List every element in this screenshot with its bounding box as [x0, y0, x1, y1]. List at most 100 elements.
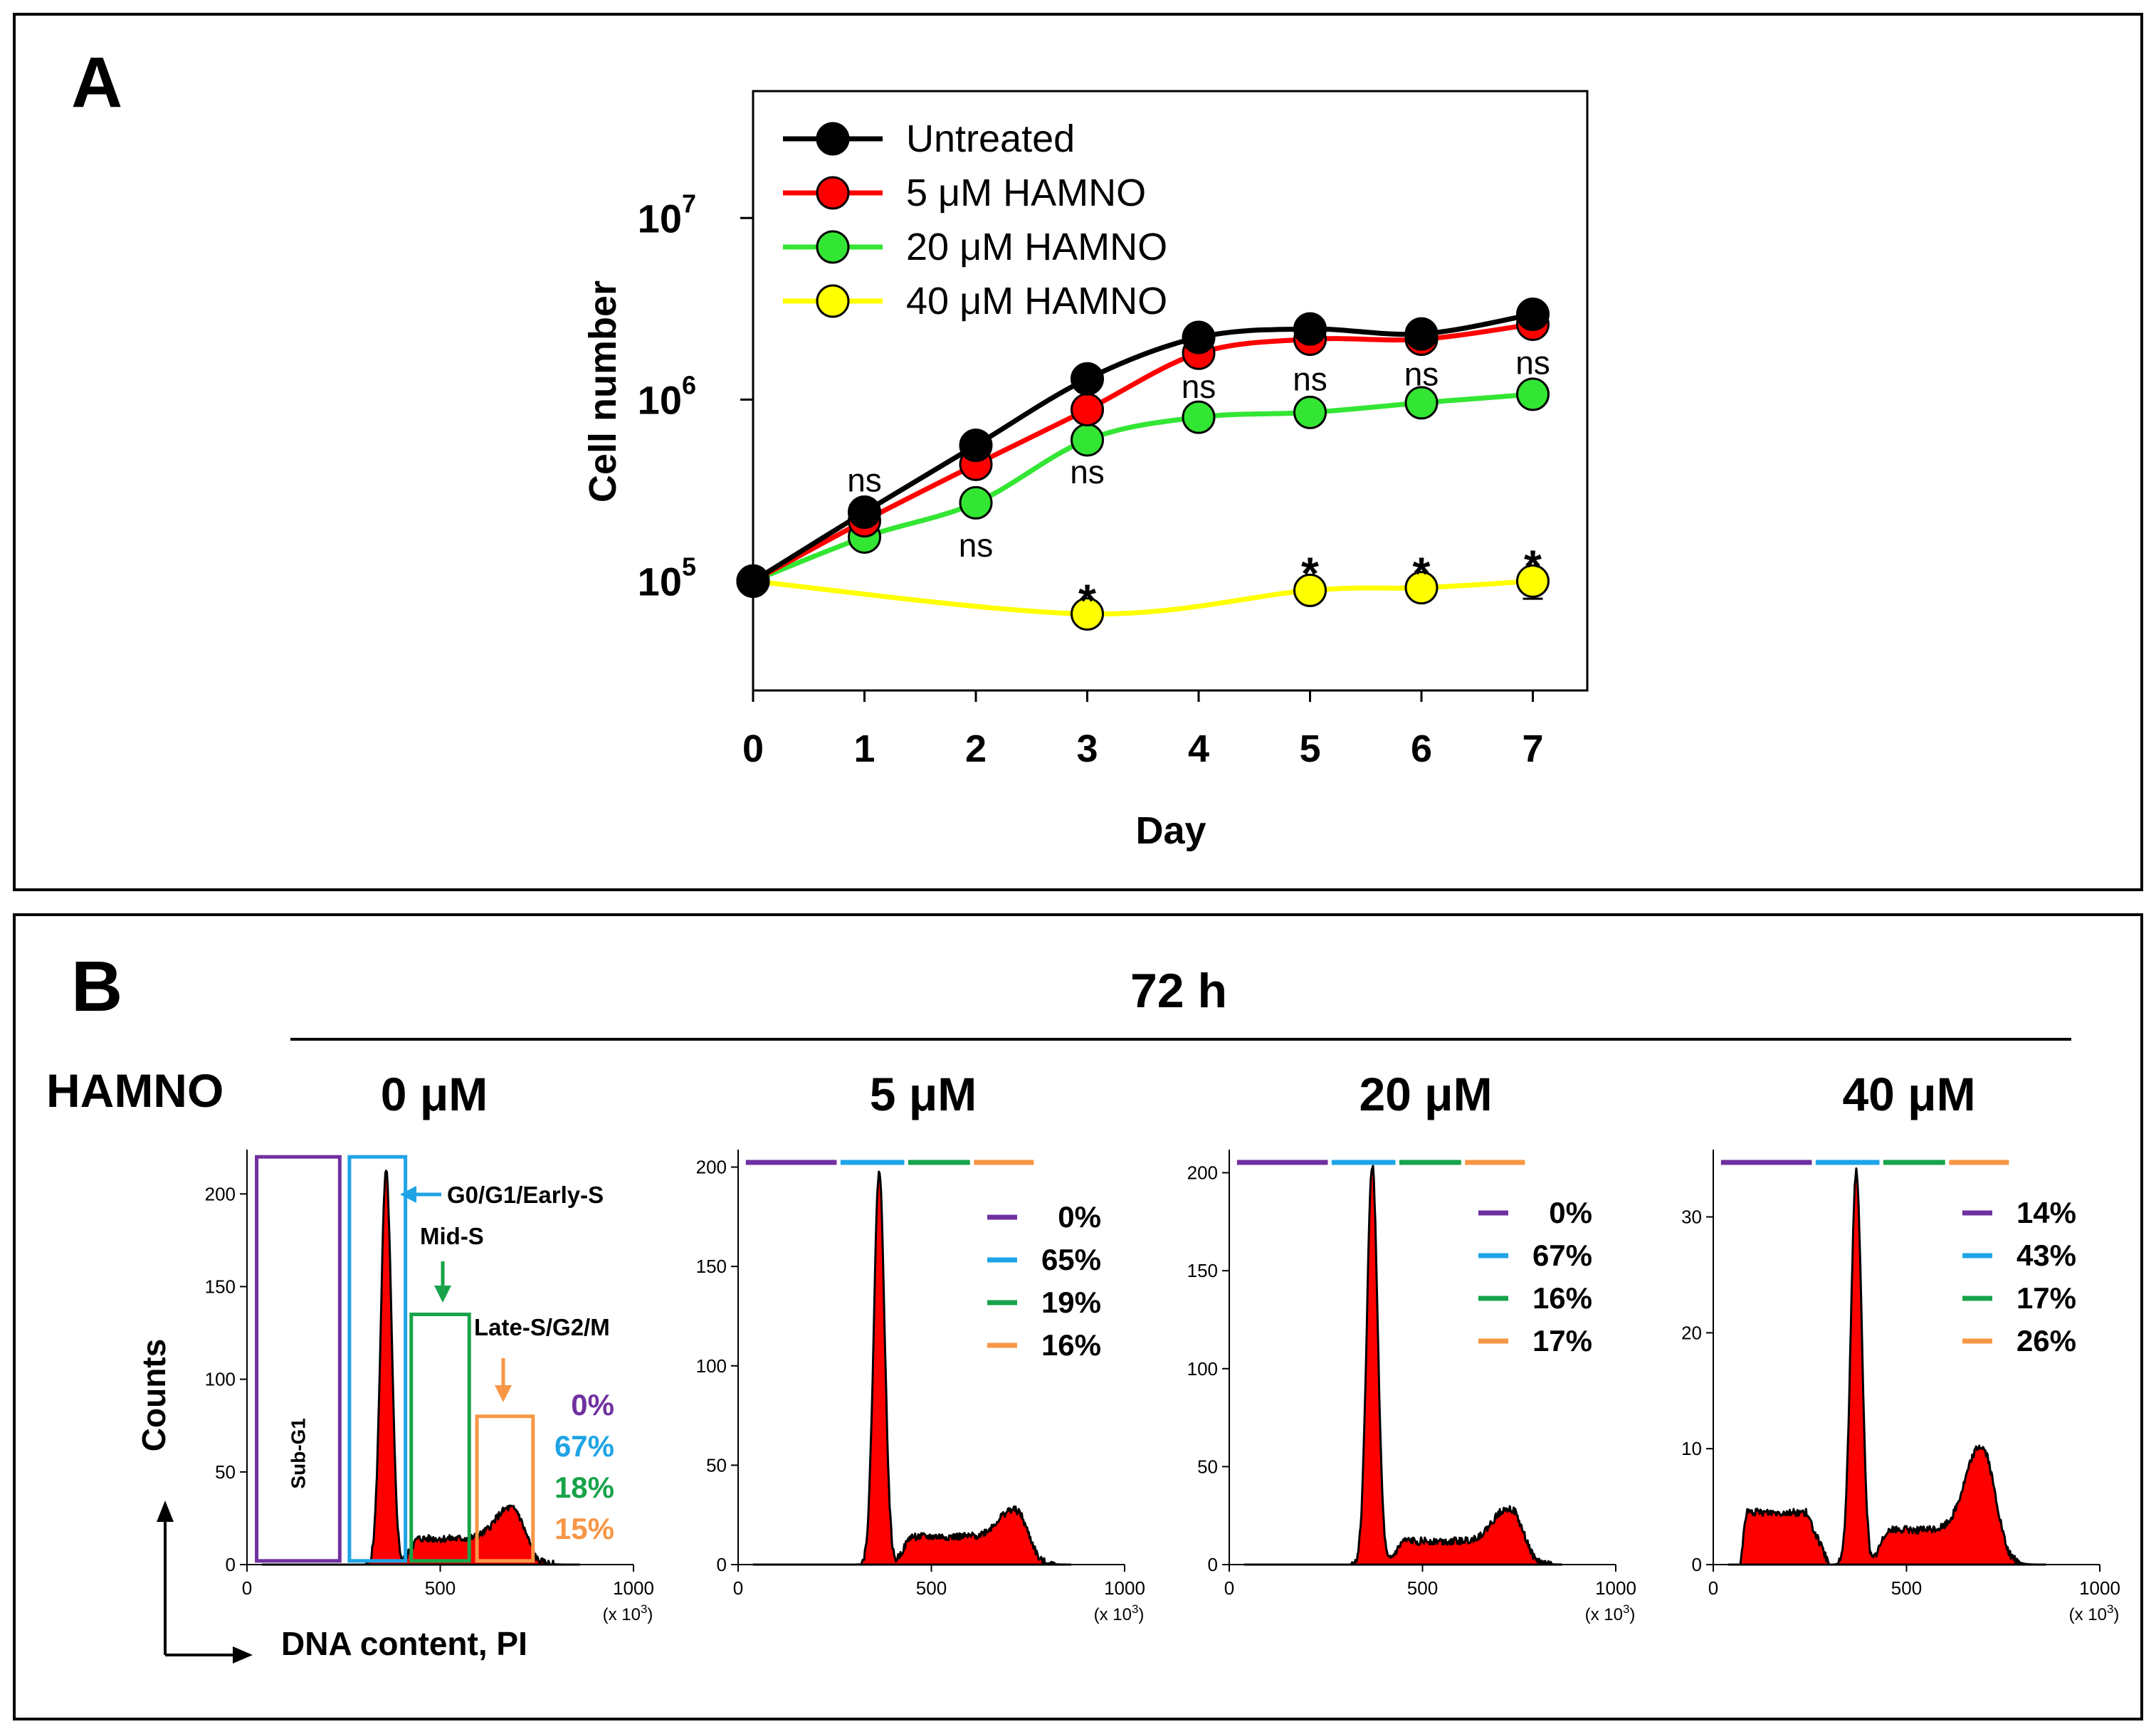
y-tick-label: 100 — [696, 1355, 727, 1377]
late-s-gate — [475, 1414, 535, 1563]
y-axis-label: Cell number — [582, 280, 624, 503]
x-tick-label: 2 — [965, 727, 987, 770]
x-axis-label: Day — [1135, 809, 1206, 852]
y-tick-label: 10 — [1681, 1438, 1702, 1459]
mid-s-label: Mid-S — [420, 1223, 484, 1249]
y-tick-exp: 5 — [682, 552, 696, 581]
data-point — [1071, 362, 1104, 396]
phase-percentage: 17% — [1532, 1324, 1592, 1357]
legend-marker — [816, 176, 850, 210]
y-tick-label: 200 — [205, 1183, 236, 1204]
x-tick-label: 0 — [242, 1577, 252, 1599]
y-tick-label: 50 — [706, 1454, 727, 1476]
x-multiplier: (x 103) — [603, 1602, 653, 1624]
phase-percentage: 0% — [571, 1388, 614, 1422]
histogram-title: 5 μM — [870, 1068, 977, 1120]
y-tick-label: 0 — [226, 1554, 236, 1575]
data-point — [736, 564, 770, 598]
y-tick-label: 50 — [1197, 1456, 1218, 1477]
data-point — [959, 429, 993, 463]
dna-histogram-area — [1243, 1165, 1563, 1566]
x-tick-label: 1000 — [1595, 1577, 1636, 1599]
multiplier-exp: 3 — [641, 1602, 647, 1616]
x-multiplier: (x 103) — [1585, 1602, 1636, 1624]
legend-marker — [816, 284, 850, 318]
not-significant-label: ns — [1182, 368, 1216, 405]
not-significant-label: ns — [1293, 360, 1327, 397]
histogram-2: 20 μM 0 50 100 150 200 0 500 1000 (x 103) 0% 67% 16%… — [1187, 1068, 1636, 1624]
data-point — [959, 485, 993, 520]
legend-label: 20 μM HAMNO — [906, 226, 1167, 268]
mid-s-arrow-head — [434, 1286, 451, 1303]
legend-label: 40 μM HAMNO — [906, 280, 1167, 322]
dna-histogram-area — [1728, 1167, 2047, 1566]
x-tick-label: 500 — [916, 1577, 947, 1599]
histogram-3: 40 μM 0 10 20 30 0 500 1000 (x 103) 14% 43% 17% 26% — [1681, 1068, 2120, 1624]
phase-percentage: 26% — [2016, 1324, 2076, 1357]
histogram-0: 0 μM 0 50 100 150 200 0 500 1000 (x 103) 0% 67% 18% 1… — [205, 1068, 654, 1624]
significance-star: * — [1413, 547, 1431, 599]
y-tick-label: 100 — [205, 1369, 236, 1390]
significance-star: * — [1524, 541, 1542, 592]
sub-g1-label: Sub-G1 — [288, 1418, 310, 1489]
legend-label: Untreated — [906, 117, 1075, 160]
panel-a-letter: A — [71, 43, 122, 122]
y-tick-label: 106 — [638, 370, 696, 422]
x-tick-label: 3 — [1076, 727, 1098, 770]
y-tick-label: 200 — [696, 1157, 727, 1178]
g0g1-label: G0/G1/Early-S — [447, 1182, 604, 1208]
y-tick-label: 0 — [717, 1554, 727, 1575]
x-tick-label: 0 — [742, 727, 764, 770]
x-tick-label: 500 — [425, 1577, 456, 1599]
phase-percentage: 16% — [1532, 1281, 1592, 1315]
x-tick-label: 4 — [1188, 727, 1209, 770]
panel-a-frame — [13, 13, 2143, 891]
x-tick-label: 500 — [1891, 1577, 1922, 1599]
y-tick-base: 10 — [638, 559, 682, 604]
x-tick-label: 500 — [1407, 1577, 1438, 1599]
not-significant-label: ns — [1515, 344, 1550, 381]
data-point — [1404, 317, 1439, 351]
dna-content-label: DNA content, PI — [281, 1625, 527, 1662]
y-tick-label: 150 — [696, 1256, 727, 1277]
multiplier-exp: 3 — [1623, 1602, 1629, 1616]
panel-b-frame — [13, 913, 2143, 1720]
y-tick-label: 30 — [1681, 1207, 1702, 1228]
phase-percentage: 43% — [2016, 1239, 2076, 1272]
series-points — [736, 298, 1550, 631]
significance-star: * — [1078, 575, 1096, 626]
g0g1-arrow-head — [400, 1186, 416, 1203]
not-significant-label: ns — [1070, 453, 1105, 490]
phase-percentage: 0% — [1549, 1196, 1592, 1229]
x-tick-label: 1 — [853, 727, 875, 770]
phase-percentage: 0% — [1058, 1200, 1101, 1234]
data-point — [1071, 393, 1104, 427]
late-s-arrow-head — [495, 1385, 512, 1402]
data-point — [1516, 564, 1550, 598]
axis-arrows — [157, 1501, 253, 1664]
y-tick-label: 0 — [1208, 1554, 1218, 1575]
phase-percentage: 16% — [1041, 1328, 1101, 1362]
panel-b-letter: B — [71, 947, 122, 1026]
x-tick-label: 1000 — [1104, 1577, 1145, 1599]
multiplier-base: (x 10 — [2069, 1605, 2107, 1624]
significance-annotations: ns ns ns ns ns ns ns * * * * — [847, 344, 1550, 626]
late-s-label: Late-S/G2/M — [474, 1314, 610, 1340]
x-tick-label: 1000 — [2079, 1577, 2120, 1599]
data-point — [1071, 597, 1104, 631]
data-point — [1404, 386, 1439, 420]
multiplier-close: ) — [647, 1605, 653, 1624]
counts-axis-label: Counts — [135, 1339, 172, 1451]
y-tick-base: 10 — [638, 196, 682, 241]
legend-marker — [816, 230, 850, 264]
y-tick-label: 105 — [638, 552, 696, 604]
x-tick-label: 6 — [1411, 727, 1432, 770]
data-point — [1182, 400, 1216, 434]
data-point — [1516, 377, 1550, 411]
x-tick-label: 0 — [1708, 1577, 1718, 1599]
sub-g1-gate — [255, 1155, 342, 1563]
multiplier-exp: 3 — [1132, 1602, 1138, 1616]
